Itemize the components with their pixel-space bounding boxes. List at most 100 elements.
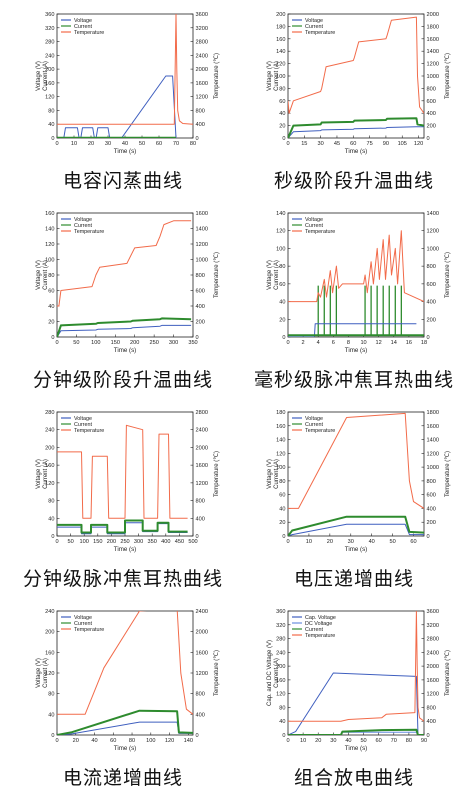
y-tick-label: 0 bbox=[51, 534, 54, 540]
y2-tick-label: 0 bbox=[196, 534, 199, 540]
y2-tick-label: 1000 bbox=[427, 246, 439, 252]
x-axis-label: Time (s) bbox=[114, 148, 136, 155]
y-axis-label: Voltage (V)Current (A) bbox=[36, 260, 49, 290]
y2-axis-label: Temperature (℃) bbox=[445, 252, 451, 298]
legend-label: Temperature bbox=[74, 627, 104, 633]
y-tick-label: 200 bbox=[45, 630, 54, 636]
x-tick-label: 60 bbox=[156, 141, 162, 147]
chart-caption: 分钟级脉冲焦耳热曲线 bbox=[22, 568, 223, 590]
y2-tick-label: 200 bbox=[196, 320, 205, 326]
y-tick-label: 0 bbox=[51, 733, 54, 739]
y2-axis-label: Temperature (℃) bbox=[445, 650, 451, 696]
x-tick-label: 105 bbox=[398, 141, 407, 147]
y2-tick-label: 1800 bbox=[427, 24, 439, 30]
x-tick-label: 100 bbox=[91, 340, 100, 346]
legend-label: Voltage bbox=[305, 217, 323, 223]
y-tick-label: 80 bbox=[48, 273, 54, 279]
y-tick-label: 160 bbox=[276, 678, 285, 684]
chart-svg: 0 10 20 30 40 50 60 70 80 90040801201602002402803… bbox=[267, 609, 451, 752]
y-axis-label: Cap. and DC Voltage (V)Current (A) bbox=[267, 640, 280, 706]
y-axis-label-line: Current (A) bbox=[43, 459, 49, 489]
y-tick-label: 40 bbox=[279, 111, 285, 117]
y2-tick-label: 600 bbox=[196, 289, 205, 295]
y-tick-label: 80 bbox=[279, 479, 285, 485]
y-tick-label: 180 bbox=[276, 24, 285, 30]
x-tick-label: 40 bbox=[369, 539, 375, 545]
y2-tick-label: 1000 bbox=[427, 465, 439, 471]
y-axis-label-line: Current (A) bbox=[274, 260, 280, 290]
y2-tick-label: 1600 bbox=[427, 37, 439, 43]
y-tick-label: 160 bbox=[45, 81, 54, 87]
legend-label: Voltage bbox=[74, 18, 92, 24]
chart-svg: 0 50 100 150 200 250 300 3500204060801001201401… bbox=[36, 211, 220, 354]
legend-label: Current bbox=[305, 627, 323, 633]
x-tick-label: 30 bbox=[318, 141, 324, 147]
y-tick-label: 240 bbox=[45, 609, 54, 615]
x-tick-label: 150 bbox=[111, 340, 120, 346]
x-axis-label: Time (s) bbox=[345, 347, 367, 354]
y2-tick-label: 3600 bbox=[427, 609, 439, 615]
y-tick-label: 140 bbox=[276, 49, 285, 55]
series-line-temperature bbox=[57, 14, 193, 125]
series-group bbox=[288, 611, 424, 735]
y2-tick-label: 2000 bbox=[427, 664, 439, 670]
x-tick-label: 250 bbox=[149, 340, 158, 346]
x-tick-label: 500 bbox=[188, 539, 197, 545]
x-tick-label: 70 bbox=[391, 738, 397, 744]
y-tick-label: 80 bbox=[279, 264, 285, 270]
y2-tick-label: 200 bbox=[427, 124, 436, 130]
y-tick-label: 80 bbox=[48, 499, 54, 505]
y2-tick-label: 3200 bbox=[427, 623, 439, 629]
y2-tick-label: 800 bbox=[196, 499, 205, 505]
y-tick-label: 120 bbox=[45, 242, 54, 248]
y2-tick-label: 1400 bbox=[427, 49, 439, 55]
y-axis-label-line: Current (A) bbox=[43, 658, 49, 688]
y2-tick-label: 1200 bbox=[427, 451, 439, 457]
y2-tick-label: 1200 bbox=[427, 229, 439, 235]
x-axis-label: Time (s) bbox=[345, 148, 367, 155]
y-axis-label: Voltage (V)Current (A) bbox=[36, 61, 49, 91]
x-axis-label: Time (s) bbox=[345, 745, 367, 752]
series-group bbox=[288, 230, 424, 337]
y-tick-label: 160 bbox=[276, 37, 285, 43]
series-line-voltage bbox=[288, 126, 424, 138]
series-line-dc-voltage bbox=[288, 731, 424, 735]
x-tick-label: 4 bbox=[317, 340, 320, 346]
y-tick-label: 60 bbox=[279, 282, 285, 288]
y2-tick-label: 1400 bbox=[196, 227, 208, 233]
y2-tick-label: 400 bbox=[196, 304, 205, 310]
x-tick-label: 8 bbox=[347, 340, 350, 346]
y-axis-label-line: Voltage (V) bbox=[267, 459, 273, 489]
x-tick-label: 50 bbox=[67, 539, 73, 545]
chart-panel: 0 50 100 150 200 250 300 350 0 20 40 60 80 100 120 140 1… bbox=[15, 207, 231, 402]
y2-tick-label: 600 bbox=[427, 282, 436, 288]
y-tick-label: 40 bbox=[48, 516, 54, 522]
y-axis-label-line: Voltage (V) bbox=[36, 658, 42, 688]
chart-caption: 毫秒级脉冲焦耳热曲线 bbox=[253, 369, 454, 391]
y-tick-label: 0 bbox=[282, 136, 285, 142]
x-tick-label: 140 bbox=[184, 738, 193, 744]
legend-label: Temperature bbox=[305, 633, 335, 639]
series-line-current bbox=[288, 728, 424, 735]
y2-tick-label: 1200 bbox=[427, 62, 439, 68]
y2-tick-label: 2400 bbox=[196, 609, 208, 615]
x-tick-label: 40 bbox=[345, 738, 351, 744]
y2-tick-label: 0 bbox=[427, 335, 430, 341]
y2-tick-label: 1600 bbox=[427, 424, 439, 430]
legend-label: Temperature bbox=[305, 30, 335, 36]
y-tick-label: 200 bbox=[45, 445, 54, 451]
x-tick-label: 60 bbox=[376, 738, 382, 744]
x-tick-label: 50 bbox=[360, 738, 366, 744]
x-tick-label: 250 bbox=[120, 539, 129, 545]
y2-tick-label: 1600 bbox=[196, 211, 208, 217]
x-tick-label: 80 bbox=[406, 738, 412, 744]
y2-tick-label: 400 bbox=[427, 111, 436, 117]
series-line-voltage bbox=[57, 324, 192, 337]
legend-label: Voltage bbox=[74, 416, 92, 422]
y-tick-label: 100 bbox=[276, 465, 285, 471]
y2-tick-label: 0 bbox=[196, 335, 199, 341]
y-tick-label: 120 bbox=[276, 692, 285, 698]
y-axis-label: Voltage (V)Current (A) bbox=[267, 260, 280, 290]
y-tick-label: 320 bbox=[276, 623, 285, 629]
x-tick-label: 14 bbox=[391, 340, 397, 346]
